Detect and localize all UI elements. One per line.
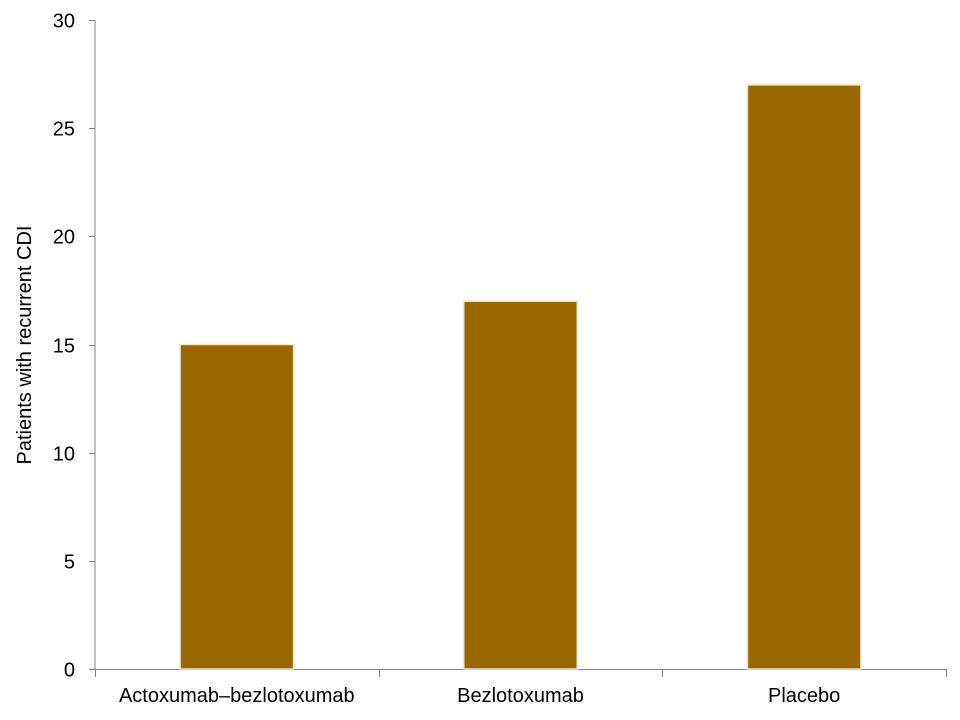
bar — [746, 84, 862, 670]
y-tick-label: 15 — [53, 336, 75, 358]
y-tick-label: 20 — [53, 227, 75, 249]
y-tick-label: 10 — [53, 444, 75, 466]
y-axis-title: Patients with recurrent CDI — [14, 226, 36, 465]
bar — [463, 300, 578, 670]
x-tick-label: Actoxumab–bezlotoxumab — [119, 685, 355, 707]
y-tick-label: 0 — [64, 660, 75, 682]
y-tick-label: 25 — [53, 119, 75, 141]
y-axis: 0 5 10 15 20 25 30 — [53, 11, 96, 682]
x-tick-label: Placebo — [768, 685, 840, 707]
x-tick-label: Bezlotoxumab — [457, 685, 584, 707]
y-tick-label: 5 — [64, 552, 75, 574]
bars — [179, 84, 862, 670]
y-tick-label: 30 — [53, 11, 75, 33]
x-axis: Actoxumab–bezlotoxumab Bezlotoxumab Placeb… — [95, 669, 947, 707]
bar — [179, 343, 295, 670]
